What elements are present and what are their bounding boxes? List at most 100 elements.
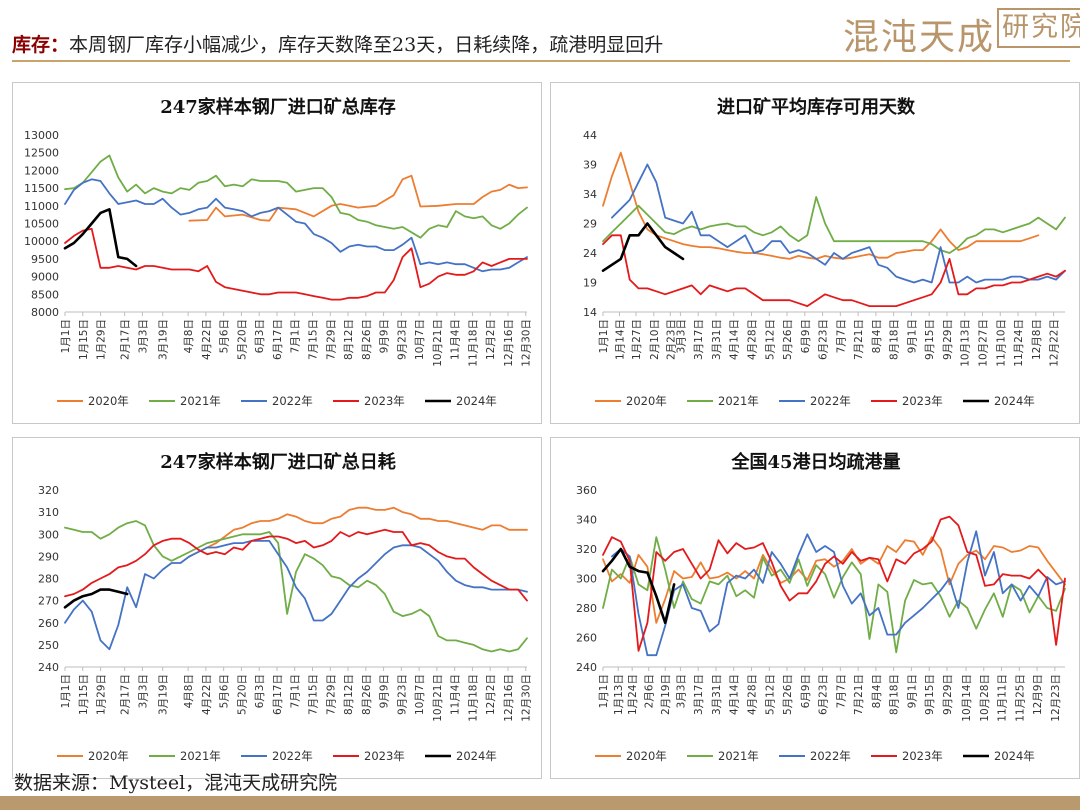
y-tick-label: 320 [38,484,59,497]
y-tick-label: 240 [38,661,59,674]
x-tick-label: 3月19日 [158,319,170,360]
x-tick-label: 6月17日 [272,674,284,715]
header-divider [12,60,1070,62]
x-tick-label: 11月18日 [467,319,479,367]
x-tick-label: 2月19日 [660,674,672,715]
legend-label: 2022年 [810,749,851,763]
x-tick-label: 9月15日 [924,674,936,715]
x-tick-label: 7月7日 [835,319,847,353]
legend-label: 2024年 [994,749,1035,763]
x-tick-label: 10月13日 [960,319,972,367]
x-axis: 1月1日 1月15日 1月29日 2月17日 3月3日 3月19日 4月8日 4月22日 5月6… [60,667,533,722]
x-tick-label: 6月23日 [818,319,830,360]
legend-label: 2024年 [456,394,497,408]
x-tick-label: 9月9日 [379,319,391,353]
chart-panel-total-inventory: 247家样本钢厂进口矿总库存 8000 8500 9000 9500 10000 10500… [12,82,542,424]
chart-title: 全国45港日均疏港量 [730,451,900,473]
legend-label: 2022年 [272,394,313,408]
footer-accent-bar [0,796,1080,810]
x-tick-label: 1月15日 [78,319,90,360]
x-tick-label: 4月28日 [747,674,759,715]
series-line-2020- [602,151,1040,260]
x-tick-label: 3月19日 [158,674,170,715]
series-line-2020- [188,174,528,222]
y-tick-label: 39 [583,159,597,172]
logo-main-text: 混沌天成 [843,17,996,58]
x-tick-label: 8月18日 [889,674,901,715]
x-tick-label: 7月21日 [853,319,865,360]
header-keyword: 库存： [12,34,70,56]
legend: 2020年 2021年 2022年 2023年 2024年 [57,749,497,763]
x-tick-label: 1月1日 [598,674,610,708]
brand-logo: 混沌天成 研究院 [843,8,1080,58]
data-source-note: 数据来源：Mysteel，混沌天成研究院 [14,772,338,794]
x-tick-label: 3月17日 [693,319,705,360]
x-tick-label: 12月23日 [1050,674,1062,722]
x-tick-label: 10月28日 [979,674,991,722]
y-tick-label: 9500 [31,253,59,266]
x-tick-label: 1月24日 [627,674,639,715]
x-tick-label: 9月1日 [906,674,918,708]
x-tick-label: 8月4日 [871,674,883,708]
chart-port-clearance: 全国45港日均疏港量 240 260 280 300 320 340 360 1月1日 1月13日… [576,451,1066,763]
x-tick-label: 1月29日 [96,319,108,360]
series-line-2021- [64,154,528,239]
x-tick-label: 2月17日 [120,674,132,715]
series-line-2023- [602,234,1066,307]
x-tick-label: 3月3日 [675,674,687,708]
series-line-2023- [602,515,1066,652]
y-tick-label: 8500 [31,288,59,301]
chart-daily-consumption: 247家样本钢厂进口矿总日耗 240 250 260 270 280 290 300 310 32… [38,451,533,763]
y-tick-label: 11500 [24,182,59,195]
legend-label: 2020年 [626,394,667,408]
x-tick-label: 6月23日 [818,674,830,715]
x-tick-label: 9月1日 [906,319,918,353]
y-tick-label: 29 [583,218,597,231]
x-tick-label: 4月8日 [183,319,195,353]
x-tick-label: 4月22日 [201,319,213,360]
y-tick-label: 44 [583,129,597,142]
y-tick-label: 290 [38,550,59,563]
x-tick-label: 5月26日 [782,319,794,360]
chart-panel-port-clearance: 全国45港日均疏港量 240 260 280 300 320 340 360 1月1日 1月13日… [550,437,1080,779]
legend-label: 2022年 [810,394,851,408]
x-tick-label: 4月22日 [201,674,213,715]
x-tick-label: 3月17日 [693,674,705,715]
series-line-2021- [602,536,1066,654]
x-tick-label: 1月14日 [615,319,627,360]
x-tick-label: 11月18日 [467,674,479,722]
y-tick-label: 19 [583,277,597,290]
series-line-2020- [188,506,528,558]
legend-label: 2023年 [364,394,405,408]
chart-panel-inventory-days: 进口矿平均库存可用天数 14 19 24 29 34 39 44 1月1日 1月14日 1月27日 2… [550,82,1080,424]
series-line-2024- [63,208,138,268]
x-tick-label: 4月14日 [729,319,741,360]
series-line-2020- [602,536,1066,624]
plot-area [63,506,528,653]
x-tick-label: 12月9日 [1032,674,1044,715]
x-tick-label: 12月2日 [485,319,497,360]
legend-label: 2020年 [88,749,129,763]
x-tick-label: 7月21日 [853,674,865,715]
plot-area [601,515,1066,657]
series-line-2024- [601,222,685,272]
x-tick-label: 10月21日 [432,319,444,367]
x-tick-label: 12月8日 [1031,319,1043,360]
x-tick-label: 9月9日 [379,674,391,708]
y-axis: 240 250 260 270 280 290 300 310 320 [38,484,59,674]
y-tick-label: 8000 [31,306,59,319]
legend-label: 2021年 [180,749,221,763]
x-tick-label: 12月16日 [503,674,515,722]
x-tick-label: 11月24日 [1013,319,1025,367]
x-tick-label: 5月6日 [219,319,231,353]
x-tick-label: 2月17日 [120,319,132,360]
page-header: 库存：本周钢厂库存小幅减少，库存天数降至23天，日耗续降，疏港明显回升 混沌天成… [0,0,1080,62]
legend-label: 2020年 [626,749,667,763]
x-axis: 1月1日 1月13日 1月24日 2月6日 2月19日 3月3日 3月17日 3月31日 4月1… [598,667,1062,722]
y-tick-label: 270 [38,595,59,608]
chart-title: 进口矿平均库存可用天数 [717,96,916,118]
y-tick-label: 10500 [24,218,59,231]
legend-label: 2023年 [364,749,405,763]
x-tick-label: 4月28日 [747,319,759,360]
y-tick-label: 12000 [24,164,59,177]
